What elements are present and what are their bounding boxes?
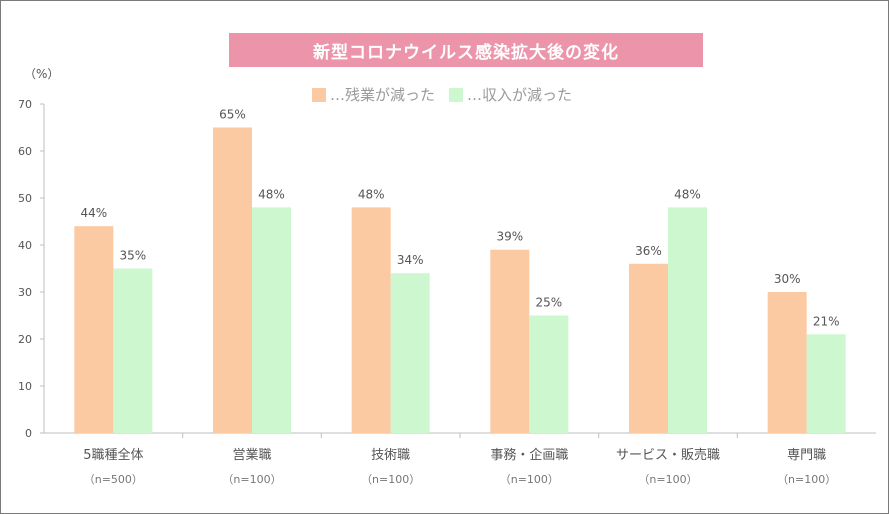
data-label: 30% [774, 272, 801, 286]
category-label: 5職種全体 [83, 447, 143, 463]
data-label: 48% [258, 187, 285, 201]
y-tick-label: 20 [18, 333, 32, 346]
legend-item-income: …収入が減った [449, 84, 572, 105]
bar-income [390, 273, 430, 433]
y-tick-label: 30 [18, 286, 32, 299]
data-label: 36% [635, 244, 662, 258]
y-tick-label: 50 [18, 192, 32, 205]
category-label: 事務・企画職 [490, 447, 568, 463]
y-tick-label: 40 [18, 239, 32, 252]
bar-income [668, 207, 707, 433]
legend-label-income: …収入が減った [467, 86, 573, 104]
y-axis-unit-label: （%） [24, 67, 60, 81]
legend-label-overtime: …残業が減った [330, 86, 436, 104]
bar-overtime [213, 127, 252, 433]
data-label: 34% [397, 253, 424, 267]
y-tick-label: 70 [18, 98, 32, 111]
category-sample-size: （n=100） [361, 473, 420, 486]
bar-income [252, 207, 291, 433]
bar-income [113, 268, 153, 433]
chart-title: 新型コロナウイルス感染拡大後の変化 [229, 33, 703, 67]
bar-income [806, 334, 846, 433]
category-label: 技術職 [371, 448, 410, 463]
data-label: 44% [80, 206, 107, 220]
bar-overtime [490, 249, 530, 433]
category-sample-size: （n=100） [222, 473, 281, 486]
data-label: 65% [219, 108, 246, 122]
category-sample-size: （n=100） [777, 473, 836, 486]
bar-overtime [351, 207, 391, 433]
data-label: 48% [674, 187, 701, 201]
y-tick-label: 0 [25, 427, 32, 440]
data-label: 21% [813, 314, 840, 328]
category-label: 営業職 [232, 447, 271, 463]
category-sample-size: （n=100） [638, 473, 697, 486]
category-sample-size: （n=500） [84, 473, 143, 486]
data-label: 25% [535, 296, 562, 310]
category-label: サービス・販売職 [616, 447, 720, 463]
legend-item-overtime: …残業が減った [312, 84, 435, 105]
data-label: 48% [358, 187, 385, 201]
category-label: 専門職 [787, 448, 826, 463]
legend-swatch-overtime [312, 87, 326, 102]
data-label: 39% [496, 230, 523, 244]
bar-income [529, 315, 569, 433]
legend-swatch-income [449, 87, 464, 102]
bar-overtime [629, 263, 668, 433]
bar-overtime [74, 226, 114, 433]
y-tick-label: 60 [18, 145, 32, 158]
bar-overtime [767, 292, 807, 433]
category-sample-size: （n=100） [500, 473, 559, 486]
legend: …残業が減った …収入が減った [312, 84, 586, 105]
y-tick-label: 10 [18, 380, 32, 393]
data-label: 35% [119, 249, 146, 263]
